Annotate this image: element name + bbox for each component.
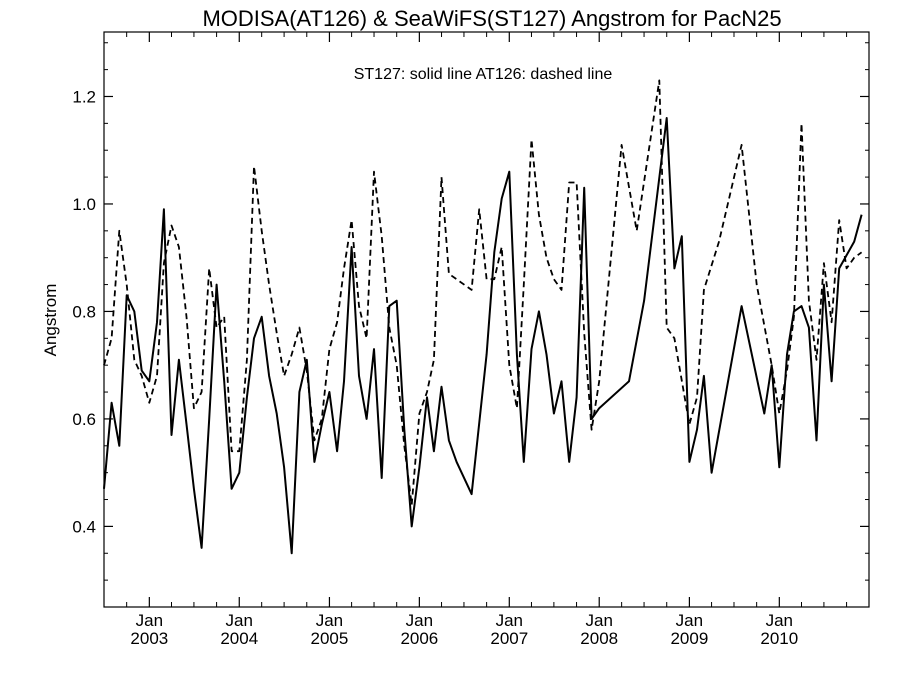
x-tick-month-label: Jan: [136, 611, 163, 630]
x-tick-year-label: 2007: [490, 629, 528, 648]
y-tick-label: 1.0: [72, 195, 96, 214]
x-tick-month-label: Jan: [496, 611, 523, 630]
x-tick-month-label: Jan: [676, 611, 703, 630]
chart-title: MODISA(AT126) & SeaWiFS(ST127) Angstrom …: [202, 6, 781, 31]
x-tick-year-label: 2008: [580, 629, 618, 648]
series-line-st127: [103, 117, 863, 555]
x-tick-year-label: 2005: [311, 629, 349, 648]
y-tick-label: 0.8: [72, 302, 96, 321]
x-tick-year-label: 2010: [760, 629, 798, 648]
y-axis-label: Angstrom: [41, 284, 60, 357]
x-tick-year-label: 2003: [130, 629, 168, 648]
x-tick-month-label: Jan: [406, 611, 433, 630]
x-tick-month-label: Jan: [226, 611, 253, 630]
y-tick-label: 1.2: [72, 87, 96, 106]
x-tick-year-label: 2006: [400, 629, 438, 648]
x-tick-month-label: Jan: [766, 611, 793, 630]
series-legend-note: ST127: solid line AT126: dashed line: [354, 66, 613, 83]
axis-ticks: 0.40.60.81.01.2Jan2003Jan2004Jan2005Jan2…: [72, 32, 869, 648]
x-tick-year-label: 2004: [220, 629, 258, 648]
series-layer: [103, 79, 863, 555]
x-tick-month-label: Jan: [586, 611, 613, 630]
x-tick-year-label: 2009: [670, 629, 708, 648]
y-tick-label: 0.6: [72, 410, 96, 429]
y-tick-label: 0.4: [72, 517, 96, 536]
x-tick-month-label: Jan: [316, 611, 343, 630]
